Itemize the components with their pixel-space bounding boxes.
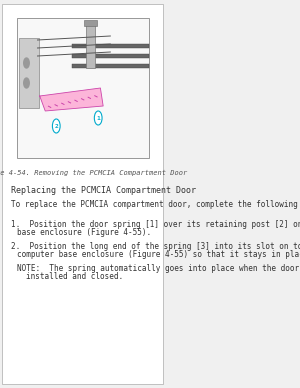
Bar <box>72 54 149 58</box>
Bar <box>84 20 97 26</box>
Circle shape <box>52 119 60 133</box>
Text: installed and closed.: installed and closed. <box>26 272 124 281</box>
Text: To replace the PCMCIA compartment door, complete the following steps:: To replace the PCMCIA compartment door, … <box>11 200 300 209</box>
Text: 2: 2 <box>54 123 58 128</box>
Text: computer base enclosure (Figure 4-55) so that it stays in place.: computer base enclosure (Figure 4-55) so… <box>16 250 300 259</box>
Bar <box>16 18 149 158</box>
Circle shape <box>24 78 29 88</box>
Bar <box>72 44 149 48</box>
Circle shape <box>24 58 29 68</box>
Text: 1: 1 <box>96 116 100 121</box>
Text: Replacing the PCMCIA Compartment Door: Replacing the PCMCIA Compartment Door <box>11 186 196 195</box>
Bar <box>85 23 95 68</box>
Bar <box>19 38 39 108</box>
Text: 2.  Position the long end of the spring [3] into its slot on top of the: 2. Position the long end of the spring [… <box>11 242 300 251</box>
Text: base enclosure (Figure 4-55).: base enclosure (Figure 4-55). <box>16 228 151 237</box>
Text: NOTE:  The spring automatically goes into place when the door is: NOTE: The spring automatically goes into… <box>16 264 300 273</box>
Text: Figure 4-54. Removing the PCMCIA Compartment Door: Figure 4-54. Removing the PCMCIA Compart… <box>0 170 187 176</box>
Bar <box>72 64 149 68</box>
Polygon shape <box>40 88 103 111</box>
Circle shape <box>94 111 102 125</box>
Text: 1.  Position the door spring [1] over its retaining post [2] on the computer: 1. Position the door spring [1] over its… <box>11 220 300 229</box>
